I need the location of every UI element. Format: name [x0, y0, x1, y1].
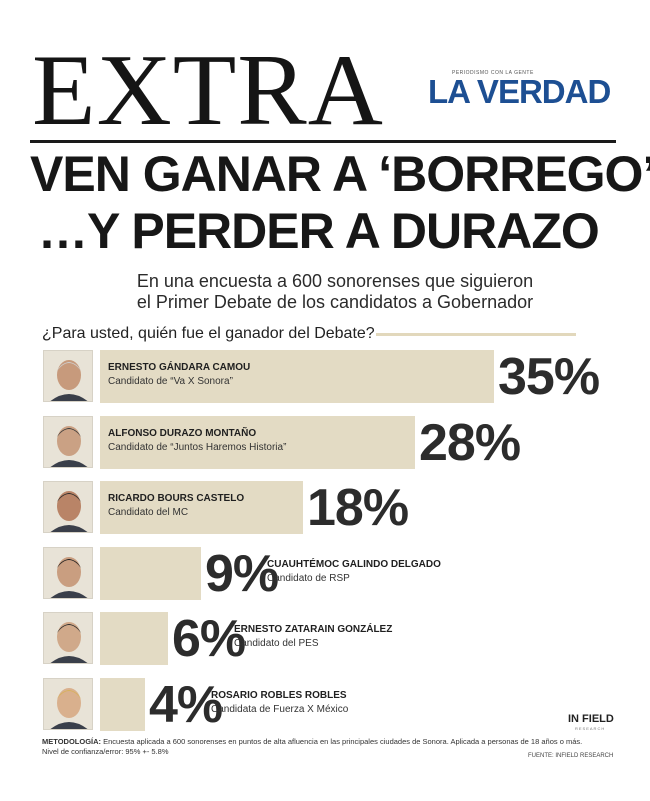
source-note: FUENTE: INFIELD RESEARCH	[528, 753, 614, 759]
candidate-name: ERNESTO GÁNDARA CAMOU	[108, 362, 251, 373]
masthead-rule	[30, 140, 616, 143]
candidate-party: Candidato del MC	[108, 507, 189, 518]
result-percentage: 4%	[149, 676, 223, 734]
survey-question: ¿Para usted, quién fue el ganador del De…	[42, 325, 375, 342]
candidate-party: Candidato del PES	[234, 638, 319, 649]
result-percentage: 18%	[307, 479, 409, 537]
subtitle-line-1: En una encuesta a 600 sonorenses que sig…	[136, 271, 534, 291]
person-icon	[44, 417, 92, 467]
headline-line-2: …Y PERDER A DURAZO	[38, 203, 600, 259]
candidate-party: Candidato de RSP	[267, 573, 350, 584]
newspaper-logo: LA VERDAD	[428, 73, 611, 110]
result-percentage: 6%	[172, 610, 246, 668]
candidate-photo	[43, 678, 93, 730]
person-icon	[44, 679, 92, 729]
result-bar	[100, 612, 168, 665]
candidate-party: Candidato de “Juntos Haremos Historia”	[108, 442, 287, 453]
candidate-photo	[43, 416, 93, 468]
result-bar	[100, 481, 303, 534]
candidate-photo	[43, 350, 93, 402]
person-icon	[44, 351, 92, 401]
result-bar	[100, 547, 201, 600]
methodology-label: METODOLOGÍA:	[42, 737, 102, 746]
candidate-name: ROSARIO ROBLES ROBLES	[211, 690, 347, 701]
candidate-name: CUAUHTÉMOC GALINDO DELGADO	[267, 559, 441, 570]
person-icon	[44, 548, 92, 598]
candidate-name: ALFONSO DURAZO MONTAÑO	[108, 428, 257, 439]
result-bar	[100, 416, 415, 469]
person-icon	[44, 482, 92, 532]
candidate-party: Candidato de “Va X Sonora”	[108, 376, 233, 387]
masthead-title: EXTRA	[32, 34, 384, 147]
result-percentage: 35%	[498, 348, 600, 406]
pollster-logo-sub: RESEARCH	[575, 726, 606, 731]
result-bar	[100, 350, 494, 403]
candidate-photo	[43, 481, 93, 533]
result-percentage: 9%	[205, 545, 279, 603]
masthead: EXTRA PERIODISMO CON LA GENTE LA VERDAD	[0, 0, 650, 150]
question-accent-line	[376, 333, 576, 336]
candidate-photo	[43, 547, 93, 599]
result-percentage: 28%	[419, 414, 521, 472]
candidate-name: RICARDO BOURS CASTELO	[108, 493, 245, 504]
candidate-name: ERNESTO ZATARAIN GONZÁLEZ	[234, 624, 393, 635]
candidate-party: Candidata de Fuerza X México	[211, 704, 349, 715]
result-bar	[100, 678, 145, 731]
methodology-text: Encuesta aplicada a 600 sonorenses en pu…	[103, 737, 583, 746]
headline-line-1: VEN GANAR A ‘BORREGO’	[30, 146, 650, 202]
person-icon	[44, 613, 92, 663]
confidence-note: Nivel de confianza/error: 95% +- 5.8%	[42, 747, 169, 756]
methodology-note: METODOLOGÍA: Encuesta aplicada a 600 son…	[42, 737, 622, 747]
subtitle-line-2: el Primer Debate de los candidatos a Gob…	[136, 292, 534, 312]
pollster-logo: IN FIELD	[568, 713, 614, 725]
logo-tagline: PERIODISMO CON LA GENTE	[452, 70, 534, 76]
candidate-photo	[43, 612, 93, 664]
